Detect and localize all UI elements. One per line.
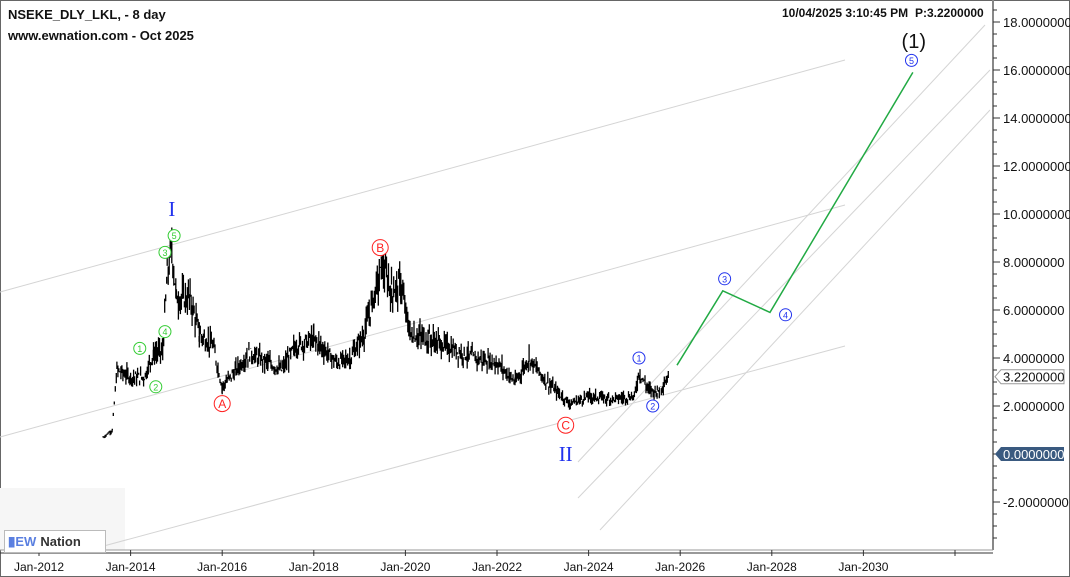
site-subtitle: www.ewnation.com - Oct 2025 [8,28,194,43]
price-line [102,227,669,439]
wave-label: 5 [909,56,914,66]
wave-circle [158,325,172,339]
y-tick-label: 10.0000000 [1003,207,1070,222]
channel-line [0,204,846,438]
wave-label: 4 [783,310,788,320]
x-tick-label: Jan-2030 [838,560,888,574]
x-tick-label: Jan-2026 [655,560,705,574]
x-tick-label: Jan-2024 [564,560,614,574]
wave-circle [632,351,646,365]
y-tick-label: -2.0000000 [1003,495,1069,510]
y-tick-label: 2.0000000 [1003,399,1064,414]
waveform-icon: ||||| [8,535,16,548]
wave-label: 1 [137,344,142,354]
wave-label: 2 [153,382,158,392]
wave-label: C [561,419,570,433]
last-price-label: 3.2200000 [1003,370,1064,385]
wave-circle [646,399,660,413]
x-tick-label: Jan-2014 [106,560,156,574]
wave-label: B [376,241,384,255]
wave-circle [779,308,793,322]
wave-circle [213,395,231,413]
wave-circle [133,341,147,355]
wave-degree-label: II [559,442,573,466]
wave-label: 3 [722,274,727,284]
timestamp: 10/04/2025 3:10:45 PM [782,6,909,20]
wave-label: 4 [162,327,167,337]
projection-series [676,72,914,366]
y-tick-label: 14.0000000 [1003,111,1070,126]
x-tick-label: Jan-2012 [14,560,64,574]
channel-line [577,24,986,463]
wave-degree-label: (1) [902,31,926,53]
wave-circle [718,272,732,286]
x-tick-label: Jan-2018 [289,560,339,574]
channel-line [0,59,846,293]
wave-label: A [218,397,226,411]
x-tick-label: Jan-2028 [747,560,797,574]
x-tick-label: Jan-2016 [197,560,247,574]
x-tick-label: Jan-2020 [380,560,430,574]
channel-line [577,69,991,499]
y-tick-label: 16.0000000 [1003,63,1070,78]
x-axis: Jan-2012 Jan-2014 Jan-2016 Jan-2018 Jan-2020… [0,549,993,574]
projection-line [676,72,914,366]
y-tick-label: 12.0000000 [1003,159,1070,174]
channel-line [99,345,846,548]
y-tick-label: 18.0000000 [1003,15,1070,30]
wave-circle [904,53,918,67]
price-series [102,227,669,439]
zero-tag [995,447,1064,461]
wave-label: 2 [650,402,655,412]
y-axis: 18.0000000 16.0000000 14.0000000 12.0000000… [992,0,1070,550]
wave-labels: I 1 2 3 4 5 A B C II 1 2 3 4 5 (1) [133,31,926,466]
y-tick-label: 4.0000000 [1003,351,1064,366]
logo-ew: EW [15,534,37,549]
y-tick-label: 6.0000000 [1003,303,1064,318]
x-tick-label: Jan-2022 [472,560,522,574]
wave-degree-label: I [168,197,175,221]
symbol-title: NSEKE_DLY_LKL, - 8 day [8,7,166,22]
channel-lines [0,24,991,548]
wave-circle [557,416,575,434]
logo-nation: Nation [40,534,81,549]
wave-label: 1 [636,354,641,364]
channel-line [599,109,991,531]
ewnation-logo: ||||| EW Nation [4,530,106,553]
zero-label: 0.0000000 [1003,447,1064,462]
wave-label: 3 [162,248,167,258]
wave-circle [158,245,172,259]
wave-circle [167,229,181,243]
wave-circle [149,380,163,394]
wave-label: 5 [172,231,177,241]
price-readout: P:3.2200000 [915,6,984,20]
wave-circle [371,239,389,257]
last-price-tag [994,369,1065,385]
y-tick-label: 8.0000000 [1003,255,1064,270]
